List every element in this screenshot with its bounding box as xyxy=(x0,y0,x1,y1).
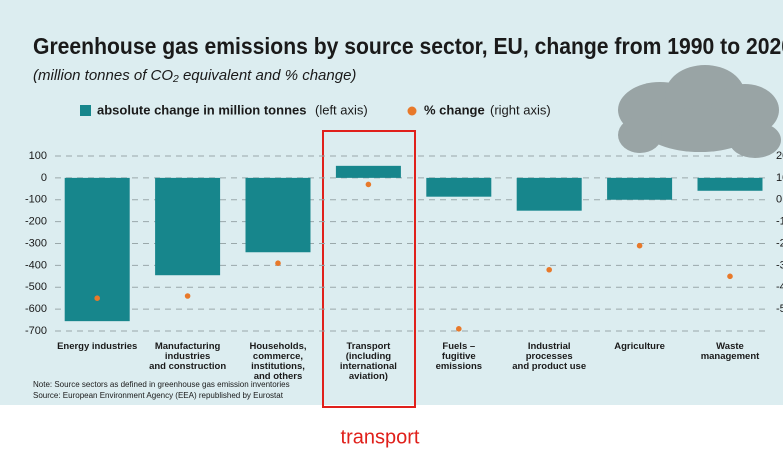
legend-swatch xyxy=(80,105,91,116)
y-tick-label: -400 xyxy=(25,259,47,271)
y2-tick-label: -40 xyxy=(776,281,783,293)
bar xyxy=(516,177,582,211)
dot xyxy=(456,326,462,332)
dot xyxy=(727,273,733,280)
legend-label: % change xyxy=(424,102,485,117)
y-tick-label: -200 xyxy=(25,216,47,228)
y-tick-label: -500 xyxy=(25,281,47,293)
y2-tick-label: 0 xyxy=(776,194,782,206)
annotation: transport xyxy=(341,426,420,448)
chart-title: Greenhouse gas emissions by source secto… xyxy=(33,33,783,59)
y2-tick-label: 20 xyxy=(776,150,783,162)
source: Source: European Environment Agency (EEA… xyxy=(33,391,284,400)
y-tick-label: 0 xyxy=(41,172,47,184)
chart-subtitle: (million tonnes of CO₂ equivalent and % … xyxy=(33,67,356,84)
y2-tick-label: -30 xyxy=(776,259,783,271)
legend-note: (left axis) xyxy=(315,102,368,117)
cloud-illustration xyxy=(618,65,781,158)
bar xyxy=(607,177,673,200)
y-tick-label: 100 xyxy=(29,150,47,162)
legend-swatch xyxy=(407,106,417,116)
chart-background xyxy=(0,0,783,405)
x-tick-label: Industrial processes and product use xyxy=(512,341,586,372)
y2-tick-label: -50 xyxy=(776,303,783,315)
x-tick-label: Agriculture xyxy=(614,341,665,352)
highlight-box xyxy=(322,130,416,408)
note: Note: Source sectors as defined in green… xyxy=(33,380,290,389)
dot xyxy=(636,242,643,249)
x-tick-label: Households, commerce, institutions, and oth… xyxy=(249,341,306,382)
dot xyxy=(184,293,191,299)
dot xyxy=(365,181,372,188)
y2-tick-label: 10 xyxy=(776,172,783,184)
dot xyxy=(275,260,281,266)
y2-tick-label: -20 xyxy=(776,237,783,249)
y-tick-label: -300 xyxy=(25,237,47,249)
bar xyxy=(335,165,401,178)
x-tick-label: Waste management xyxy=(701,341,760,362)
bar xyxy=(426,177,492,197)
legend-note: (right axis) xyxy=(490,102,551,117)
bar xyxy=(155,177,221,276)
y-tick-label: -100 xyxy=(25,194,47,206)
y-tick-label: -600 xyxy=(25,303,47,315)
y-tick-label: -700 xyxy=(25,325,47,337)
x-tick-label: Energy industries xyxy=(57,341,137,352)
bar xyxy=(697,177,763,191)
dot xyxy=(94,295,100,301)
bar xyxy=(245,177,311,253)
x-tick-label: Transport (including international aviation… xyxy=(340,341,397,382)
y2-tick-label: -10 xyxy=(776,216,783,228)
dot xyxy=(546,266,552,273)
x-tick-label: Manufacturing industries and construction xyxy=(149,341,226,372)
x-tick-label: Fuels – fugitive emissions xyxy=(436,341,482,372)
legend-label: absolute change in million tonnes xyxy=(97,102,306,117)
